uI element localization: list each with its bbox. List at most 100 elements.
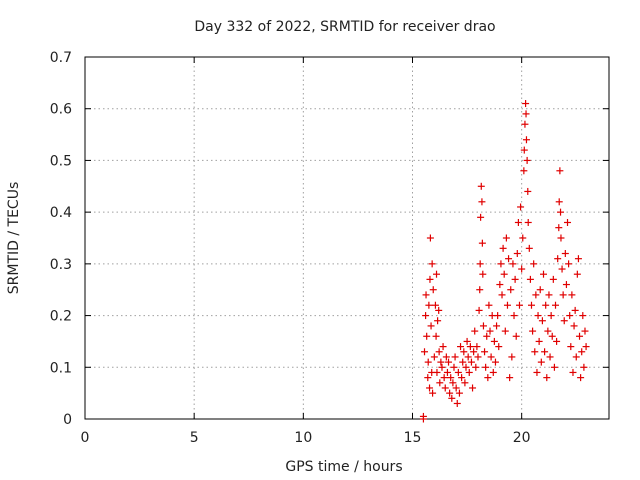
- data-point: [469, 384, 477, 392]
- data-point: [534, 312, 542, 320]
- y-tick-labels: 0 0.1 0.2 0.3 0.4 0.5 0.6 0.7: [50, 50, 72, 428]
- data-point: [493, 322, 501, 330]
- data-point: [530, 260, 538, 268]
- y-tick-label: 0.7: [50, 50, 72, 66]
- data-point: [535, 337, 543, 345]
- y-tick-label: 0.2: [50, 309, 72, 325]
- data-point: [505, 255, 513, 263]
- data-point: [519, 234, 527, 242]
- data-point: [549, 275, 557, 283]
- data-point: [446, 389, 454, 397]
- data-point: [498, 291, 506, 299]
- data-point: [557, 208, 565, 216]
- data-point: [461, 379, 469, 387]
- data-point: [494, 312, 502, 320]
- data-point: [437, 358, 445, 366]
- y-axis-label: SRMTID / TECUs: [6, 182, 22, 295]
- data-point: [511, 275, 519, 283]
- data-point: [483, 332, 491, 340]
- data-point: [466, 343, 474, 351]
- data-point: [477, 182, 485, 190]
- data-point: [556, 167, 564, 175]
- data-point: [524, 187, 532, 195]
- data-point: [449, 379, 457, 387]
- data-point: [452, 384, 460, 392]
- data-point: [477, 213, 485, 221]
- data-point: [568, 291, 576, 299]
- y-tick-label: 0.5: [50, 153, 72, 169]
- data-point: [429, 389, 437, 397]
- data-point: [463, 337, 471, 345]
- data-point: [458, 374, 466, 382]
- data-point: [567, 343, 575, 351]
- x-tick-label: 15: [404, 430, 422, 446]
- data-point: [580, 363, 588, 371]
- data-point: [450, 363, 458, 371]
- axis-ticks: [84, 56, 609, 420]
- data-point: [428, 260, 436, 268]
- data-point: [467, 358, 475, 366]
- data-point: [508, 353, 516, 361]
- data-point: [501, 327, 509, 335]
- x-tick-label: 10: [294, 430, 312, 446]
- y-tick-label: 0: [63, 412, 72, 428]
- data-point: [433, 270, 441, 278]
- data-point: [441, 384, 449, 392]
- data-point: [455, 389, 463, 397]
- y-tick-label: 0.1: [50, 360, 72, 376]
- data-point: [436, 379, 444, 387]
- data-point: [478, 198, 486, 206]
- data-point: [503, 301, 511, 309]
- data-point: [558, 265, 566, 273]
- data-point: [447, 374, 455, 382]
- data-point: [445, 358, 453, 366]
- data-point: [485, 301, 493, 309]
- x-tick-label: 20: [513, 430, 531, 446]
- data-point: [533, 368, 541, 376]
- data-point: [419, 412, 427, 420]
- data-point: [552, 301, 560, 309]
- data-point: [495, 343, 503, 351]
- data-point: [472, 363, 480, 371]
- data-point: [527, 301, 535, 309]
- data-point: [517, 203, 525, 211]
- data-point: [546, 353, 554, 361]
- data-point: [541, 348, 549, 356]
- data-point: [543, 374, 551, 382]
- data-point: [423, 332, 431, 340]
- data-points: [419, 100, 590, 423]
- data-point: [425, 301, 433, 309]
- data-point: [574, 255, 582, 263]
- data-point: [479, 270, 487, 278]
- data-point: [474, 353, 482, 361]
- data-point: [532, 291, 540, 299]
- x-tick-label: 0: [81, 430, 90, 446]
- data-point: [442, 353, 450, 361]
- data-point: [499, 244, 507, 252]
- data-point: [537, 358, 545, 366]
- data-point: [443, 368, 451, 376]
- data-point: [482, 363, 490, 371]
- data-point: [454, 368, 462, 376]
- data-point: [510, 312, 518, 320]
- data-point: [542, 301, 550, 309]
- y-tick-label: 0.3: [50, 257, 72, 273]
- data-point: [513, 250, 521, 258]
- data-point: [562, 281, 570, 289]
- data-point: [440, 374, 448, 382]
- y-tick-label: 0.6: [50, 102, 72, 118]
- x-tick-labels: 0 5 10 15 20: [81, 430, 531, 446]
- data-point: [465, 368, 473, 376]
- data-point: [464, 353, 472, 361]
- data-point: [451, 353, 459, 361]
- data-point: [524, 218, 532, 226]
- chart-title: Day 332 of 2022, SRMTID for receiver dra…: [194, 19, 495, 35]
- data-point: [476, 286, 484, 294]
- data-point: [514, 218, 522, 226]
- data-point: [426, 234, 434, 242]
- data-point: [502, 234, 510, 242]
- data-point: [540, 270, 547, 278]
- data-point: [448, 394, 456, 402]
- data-point: [521, 120, 529, 128]
- data-point: [491, 358, 499, 366]
